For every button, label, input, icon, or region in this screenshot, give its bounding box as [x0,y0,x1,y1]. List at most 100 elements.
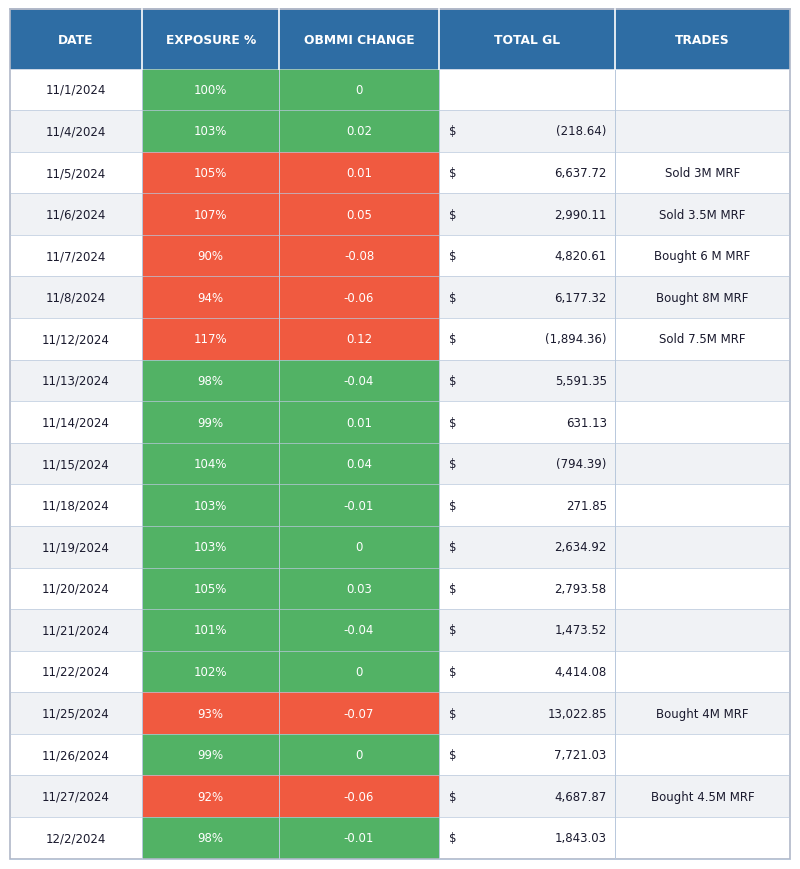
Text: 0: 0 [355,541,362,554]
Bar [614,111,790,153]
Bar [142,527,279,567]
Bar [10,567,142,609]
Text: EXPOSURE %: EXPOSURE % [166,34,256,46]
Text: 11/14/2024: 11/14/2024 [42,416,110,429]
Bar [614,319,790,361]
Text: 103%: 103% [194,499,227,512]
Text: Sold 3.5M MRF: Sold 3.5M MRF [659,209,746,222]
Bar [614,775,790,817]
Text: TRADES: TRADES [675,34,730,46]
Bar [279,319,439,361]
Bar [10,443,142,485]
Bar [142,651,279,693]
Text: 0.01: 0.01 [346,167,372,180]
Text: 0: 0 [355,748,362,761]
Bar [439,817,614,859]
Text: 104%: 104% [194,458,227,470]
Bar [10,361,142,401]
Text: 4,414.08: 4,414.08 [554,665,606,678]
Text: $: $ [449,375,456,388]
Bar [439,443,614,485]
Text: 11/15/2024: 11/15/2024 [42,458,110,470]
Text: $: $ [449,291,456,304]
Bar [10,194,142,235]
Bar [142,443,279,485]
Bar [614,277,790,319]
Bar [142,194,279,235]
Text: -0.06: -0.06 [344,790,374,803]
Bar [439,277,614,319]
Bar [10,609,142,651]
Text: $: $ [449,706,456,720]
Text: 11/18/2024: 11/18/2024 [42,499,110,512]
Text: 11/25/2024: 11/25/2024 [42,706,110,720]
Text: 11/26/2024: 11/26/2024 [42,748,110,761]
Bar [614,153,790,194]
Bar [439,319,614,361]
Text: 11/27/2024: 11/27/2024 [42,790,110,803]
Bar [279,235,439,277]
Bar [10,10,142,70]
Bar [10,153,142,194]
Text: OBMMI CHANGE: OBMMI CHANGE [304,34,414,46]
Bar [142,775,279,817]
Bar [614,651,790,693]
Text: 98%: 98% [198,375,224,388]
Bar [279,361,439,401]
Bar [279,10,439,70]
Text: $: $ [449,167,456,180]
Bar [10,70,142,111]
Text: 0.05: 0.05 [346,209,372,222]
Text: 0: 0 [355,83,362,96]
Bar [439,111,614,153]
Bar [142,361,279,401]
Text: $: $ [449,624,456,637]
Text: $: $ [449,250,456,263]
Bar [614,235,790,277]
Bar [439,775,614,817]
Bar [279,111,439,153]
Bar [142,111,279,153]
Bar [10,693,142,734]
Text: -0.04: -0.04 [344,624,374,637]
Text: 7,721.03: 7,721.03 [554,748,606,761]
Bar [279,153,439,194]
Text: Sold 7.5M MRF: Sold 7.5M MRF [659,333,746,346]
Bar [439,693,614,734]
Bar [10,527,142,567]
Bar [439,153,614,194]
Text: $: $ [449,333,456,346]
Bar [439,235,614,277]
Text: 100%: 100% [194,83,227,96]
Text: 0.04: 0.04 [346,458,372,470]
Text: $: $ [449,790,456,803]
Bar [279,527,439,567]
Text: $: $ [449,499,456,512]
Text: 11/20/2024: 11/20/2024 [42,582,110,595]
Bar [279,277,439,319]
Bar [279,775,439,817]
Text: 11/13/2024: 11/13/2024 [42,375,110,388]
Text: 6,177.32: 6,177.32 [554,291,606,304]
Text: $: $ [449,541,456,554]
Bar [142,485,279,527]
Text: 271.85: 271.85 [566,499,606,512]
Text: 12/2/2024: 12/2/2024 [46,832,106,845]
Text: 102%: 102% [194,665,227,678]
Bar [439,734,614,775]
Text: -0.08: -0.08 [344,250,374,263]
Text: 0.01: 0.01 [346,416,372,429]
Bar [279,817,439,859]
Text: 2,990.11: 2,990.11 [554,209,606,222]
Bar [10,235,142,277]
Text: 11/19/2024: 11/19/2024 [42,541,110,554]
Text: 13,022.85: 13,022.85 [547,706,606,720]
Text: Bought 4M MRF: Bought 4M MRF [656,706,749,720]
Bar [142,567,279,609]
Text: 101%: 101% [194,624,227,637]
Bar [142,319,279,361]
Text: 5,591.35: 5,591.35 [554,375,606,388]
Bar [142,235,279,277]
Text: 0.02: 0.02 [346,125,372,138]
Text: -0.04: -0.04 [344,375,374,388]
